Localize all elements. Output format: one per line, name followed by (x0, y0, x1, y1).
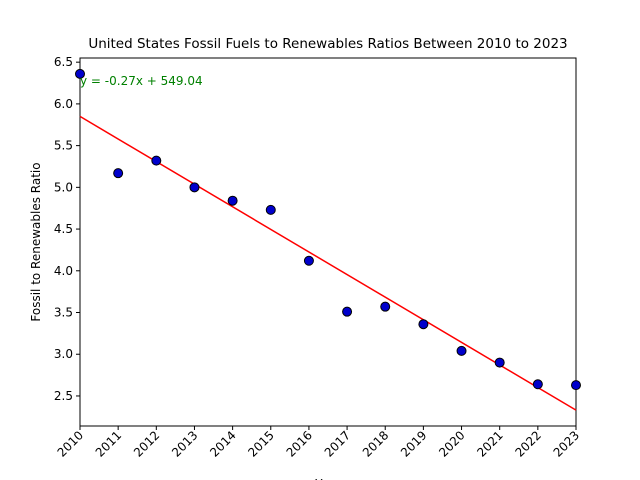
x-tick-label: 2019 (398, 428, 429, 459)
x-tick-label: 2018 (360, 428, 391, 459)
point (151, 155, 162, 166)
point (418, 319, 429, 330)
y-tick-label: 5.5 (54, 139, 73, 153)
x-tick-label: 2014 (207, 428, 238, 459)
y-axis-label: Fossil to Renewables Ratio (29, 162, 43, 321)
y-tick-label: 5.0 (54, 180, 73, 194)
y-tick-label: 4.5 (54, 222, 73, 236)
x-axis-label: Year (314, 477, 340, 480)
point (227, 195, 238, 206)
y-tick-label: 4.0 (54, 264, 73, 278)
point (380, 301, 391, 312)
y-tick-label: 3.5 (54, 306, 73, 320)
x-tick-label: 2013 (169, 428, 200, 459)
x-tick-label: 2023 (551, 428, 582, 459)
chart-title: United States Fossil Fuels to Renewables… (88, 36, 567, 52)
x-tick-label: 2011 (93, 428, 124, 459)
point (113, 168, 124, 179)
x-tick-label: 2010 (55, 428, 86, 459)
point (342, 306, 353, 317)
x-tick-label: 2015 (245, 428, 276, 459)
x-tick-label: 2012 (131, 428, 162, 459)
x-tick-label: 2020 (436, 428, 467, 459)
point (456, 345, 467, 356)
point (532, 379, 543, 390)
point (75, 68, 85, 79)
x-tick-label: 2022 (512, 428, 543, 459)
x-tick-label: 2017 (322, 428, 353, 459)
x-tick-label: 2016 (284, 428, 315, 459)
point (265, 204, 276, 215)
annotation: y = -0.27x + 549.04 (80, 74, 203, 88)
y-tick-label: 6.0 (54, 97, 73, 111)
point (571, 380, 581, 391)
x-tick-label: 2021 (474, 428, 505, 459)
y-tick-label: 6.5 (54, 55, 73, 69)
point (189, 182, 200, 193)
y-tick-label: 3.0 (54, 347, 73, 361)
plot-area (79, 57, 577, 427)
fit-line (79, 115, 577, 411)
point (494, 357, 505, 368)
point (303, 255, 314, 266)
y-tick-label: 2.5 (54, 389, 73, 403)
